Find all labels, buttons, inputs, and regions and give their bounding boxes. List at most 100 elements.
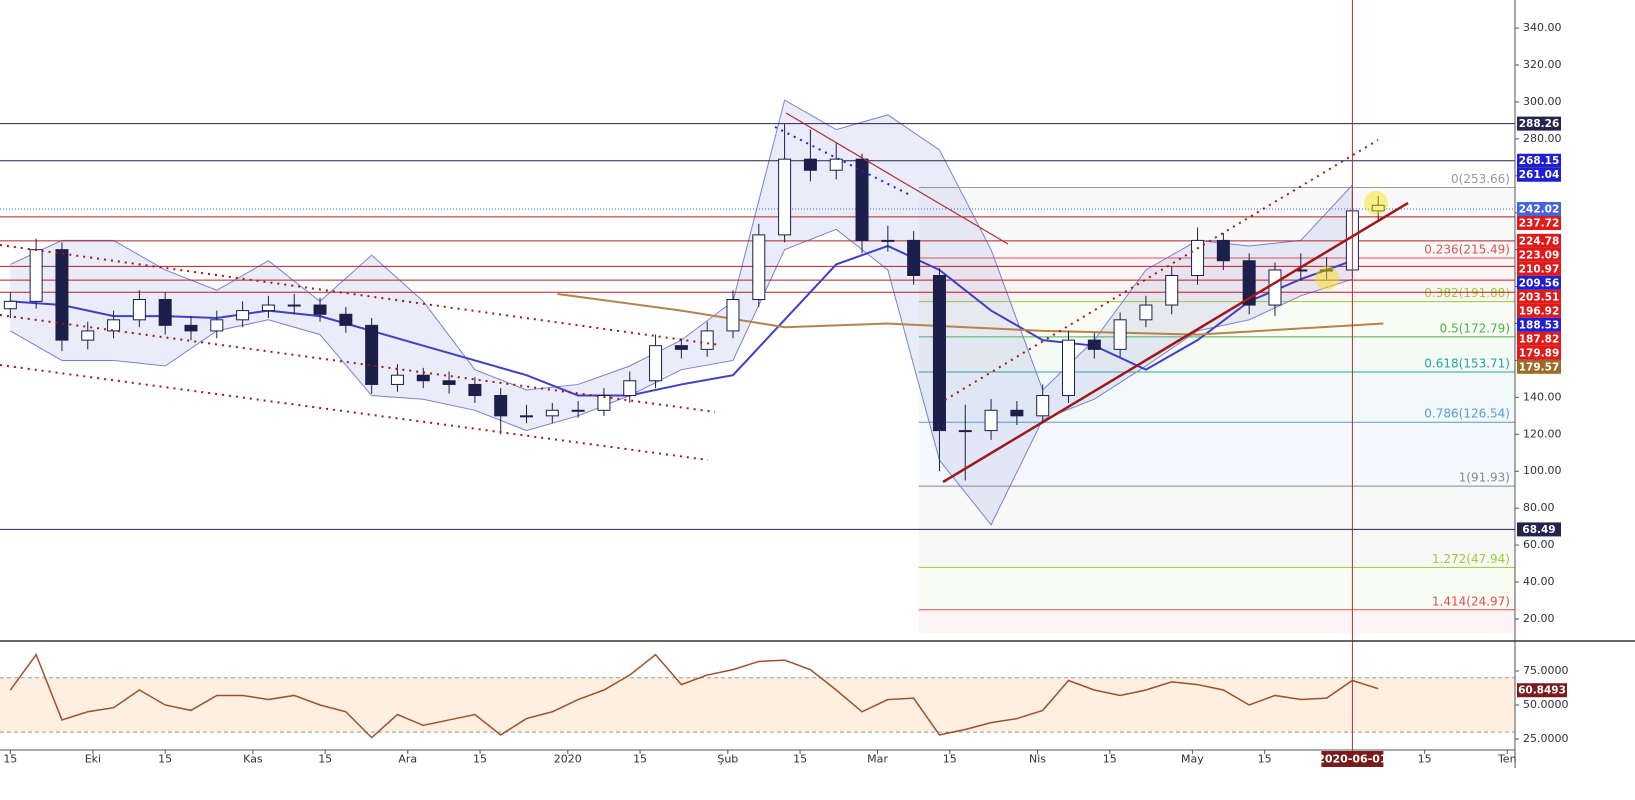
candle-body xyxy=(390,374,404,385)
x-tick-label: 15 xyxy=(318,753,332,766)
price-label-box xyxy=(1517,116,1561,131)
price-label-box xyxy=(1517,275,1561,290)
candle-body xyxy=(1216,239,1230,262)
price-label: 223.09 xyxy=(1519,249,1560,261)
candle-body xyxy=(158,299,172,326)
y-tick-label: 75.0000 xyxy=(1523,664,1569,677)
fib-label: 1.414(24.97) xyxy=(1432,594,1510,608)
fib-zone xyxy=(918,422,1515,487)
price-label-box xyxy=(1517,167,1561,182)
price-label-box xyxy=(1517,201,1561,216)
candle-body xyxy=(442,380,456,385)
candle-body xyxy=(1139,304,1153,321)
price-label-box xyxy=(1517,359,1561,374)
candle-body xyxy=(597,395,611,411)
price-label: 196.92 xyxy=(1519,305,1560,317)
candle-body xyxy=(881,239,895,242)
fib-zone xyxy=(918,301,1515,337)
trend-line xyxy=(0,314,716,413)
candle-body xyxy=(132,299,146,321)
price-label-box xyxy=(1517,317,1561,332)
candle-body xyxy=(803,158,817,171)
price-label: 288.26 xyxy=(1519,118,1560,130)
candle-body xyxy=(958,430,972,433)
candle-body xyxy=(623,380,637,397)
x-tick-label: 15 xyxy=(473,753,487,766)
candle-body xyxy=(520,415,534,418)
y-tick-label: 340.00 xyxy=(1523,21,1562,34)
candle-body xyxy=(3,300,17,310)
price-label: 179.57 xyxy=(1519,361,1560,373)
x-tick-label: Nis xyxy=(1029,753,1046,766)
x-tick-label: 15 xyxy=(793,753,807,766)
fib-label: 0.786(126.54) xyxy=(1424,407,1510,421)
candle-body xyxy=(365,324,379,385)
x-tick-label: Eki xyxy=(85,753,101,766)
x-tick-label: Ara xyxy=(398,753,417,766)
trend-line xyxy=(942,201,1409,484)
x-tick-label: 15 xyxy=(1103,753,1117,766)
fib-label: 0.618(153.71) xyxy=(1424,357,1510,371)
candle-body xyxy=(649,345,663,382)
candle-body xyxy=(1087,339,1101,350)
y-tick-label: 300.00 xyxy=(1523,95,1562,108)
x-tick-label: 15 xyxy=(3,753,17,766)
price-label-box xyxy=(1517,153,1561,168)
x-tick-label: Kas xyxy=(243,753,263,766)
y-tick-label: 80.00 xyxy=(1523,501,1555,514)
candle-body xyxy=(261,304,275,312)
trend-line xyxy=(785,112,1009,245)
rsi-pane xyxy=(0,653,1515,739)
candle-body xyxy=(829,158,843,171)
price-label: 179.89 xyxy=(1519,347,1560,359)
candle-body xyxy=(855,158,869,241)
candle-body xyxy=(1062,339,1076,397)
fib-label: 1(91.93) xyxy=(1459,471,1510,485)
price-label: 209.56 xyxy=(1519,277,1560,289)
fib-zone xyxy=(918,486,1515,568)
y-tick-label: 140.00 xyxy=(1523,390,1562,403)
candle-body xyxy=(932,274,946,432)
highlight xyxy=(1364,191,1388,215)
axes: 20.0040.0060.0080.00100.00120.00140.0016… xyxy=(0,0,1635,768)
fib-label: 1.272(47.94) xyxy=(1432,552,1510,566)
candle-body xyxy=(907,239,921,276)
y-tick-label: 100.00 xyxy=(1523,464,1562,477)
y-tick-label: 320.00 xyxy=(1523,58,1562,71)
candle-body xyxy=(313,304,327,315)
price-label-box xyxy=(1517,247,1561,262)
candle-body xyxy=(468,383,482,397)
band-lower xyxy=(10,228,1353,526)
candle-body xyxy=(494,395,508,417)
y-tick-label: 25.0000 xyxy=(1523,732,1569,745)
price-label-box xyxy=(1517,233,1561,248)
candle-body xyxy=(210,319,224,332)
fib-zone xyxy=(918,609,1515,633)
y-tick-label: 20.00 xyxy=(1523,612,1555,625)
candle-body xyxy=(700,330,714,350)
candle-body xyxy=(1191,239,1205,276)
candle-body xyxy=(545,409,559,417)
price-label: 203.51 xyxy=(1519,291,1560,303)
rsi-label: 60.8493 xyxy=(1518,685,1566,697)
rsi-label-box xyxy=(1517,683,1567,698)
price-label: 261.04 xyxy=(1519,169,1560,181)
candle-body xyxy=(184,324,198,332)
price-label: 188.53 xyxy=(1519,319,1560,331)
price-label: 242.02 xyxy=(1519,203,1560,215)
candle-body xyxy=(674,345,688,350)
candle-body xyxy=(81,330,95,341)
candle-body xyxy=(726,299,740,332)
price-pane: 0(253.66) 0.236(215.49) 0.382(191.88) 0.5(1… xyxy=(0,99,1515,633)
candle-body xyxy=(1268,269,1282,306)
price-label: 237.72 xyxy=(1519,217,1560,229)
candle-body xyxy=(339,313,353,326)
price-label: 68.49 xyxy=(1522,524,1555,536)
price-label-box xyxy=(1517,331,1561,346)
price-label-box xyxy=(1517,303,1561,318)
candle-body xyxy=(1036,395,1050,417)
y-tick-label: 40.00 xyxy=(1523,575,1555,588)
candle-body xyxy=(287,304,301,307)
